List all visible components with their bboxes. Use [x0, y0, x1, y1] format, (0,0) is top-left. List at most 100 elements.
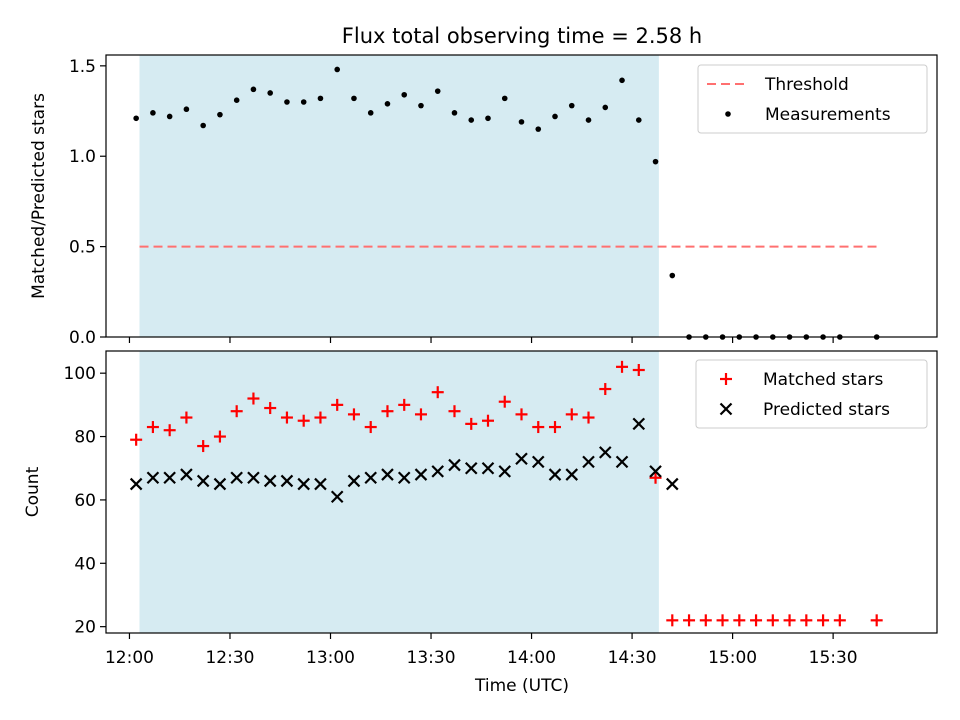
matched-star-point — [314, 411, 327, 424]
predicted-star-point — [481, 461, 495, 475]
matched-star-point — [381, 405, 394, 418]
predicted-star-point — [330, 490, 344, 504]
predicted-star-point — [263, 474, 277, 488]
measurement-point — [200, 122, 206, 129]
matched-star-point — [817, 614, 830, 627]
matched-star-point — [180, 411, 193, 424]
measurement-point — [552, 113, 558, 120]
predicted-star-point-b — [146, 471, 160, 485]
count-x-tick-label: 14:00 — [507, 648, 556, 668]
predicted-star-point-b — [297, 477, 310, 491]
matched-star-point — [146, 421, 159, 434]
matched-star-point — [532, 421, 545, 434]
predicted-star-point-b — [548, 468, 562, 481]
predicted-star-point — [615, 455, 629, 469]
count-x-tick-label: 13:30 — [407, 648, 456, 668]
matched-star-point — [448, 405, 461, 418]
ratio-axes-frame — [105, 54, 938, 338]
measurement-point — [351, 95, 357, 102]
predicted-star-point-b — [448, 458, 461, 472]
threshold-legend-label: Threshold — [764, 75, 849, 95]
predicted-star-point-b — [397, 471, 411, 485]
count-legend: Matched stars Predicted stars — [695, 359, 928, 429]
matched-star-point — [599, 383, 612, 396]
predicted-star-point — [431, 465, 445, 478]
measurement-point — [518, 119, 525, 125]
predicted-star-point-b — [498, 465, 512, 478]
matched-star-point — [649, 471, 662, 484]
ratio-y-tick-label: 1.0 — [69, 147, 96, 167]
predicted-stars-legend-label: Predicted stars — [763, 400, 890, 420]
measurement-point — [150, 110, 156, 116]
matched-star-point — [716, 614, 729, 627]
predicted-stars-legend-swatch — [719, 402, 733, 416]
predicted-star-point-b — [565, 468, 579, 481]
matched-star-point — [197, 440, 210, 453]
predicted-star-point — [180, 468, 193, 481]
predicted-star-point-b — [666, 477, 679, 491]
matched-stars-legend-label: Matched stars — [763, 370, 883, 390]
predicted-star-point — [230, 471, 243, 485]
predicted-star-point-b — [263, 474, 277, 488]
matched-star-point — [870, 614, 883, 627]
ratio-y-ticks: 0.0 0.5 1.0 1.5 — [69, 57, 106, 348]
measurement-point — [384, 101, 391, 107]
matched-star-point — [431, 386, 444, 399]
count-y-ticks: 20 40 60 80 100 — [64, 364, 106, 638]
matched-star-point — [783, 614, 796, 627]
measurements-series — [133, 66, 880, 340]
predicted-star-point — [582, 455, 595, 469]
predicted-star-point — [196, 474, 210, 488]
ratio-y-tick-label: 0.0 — [69, 328, 96, 348]
measurement-point — [485, 115, 491, 122]
predicted-star-point — [598, 446, 612, 459]
count-legend-box — [695, 359, 928, 429]
predicted-star-point-b — [649, 465, 662, 478]
count-x-ticks: 12:00 12:30 13:00 13:30 14:00 14:30 15:00 15:30 — [105, 633, 858, 668]
predicted-star-point — [632, 417, 646, 431]
predicted-star-point — [515, 452, 528, 466]
measurement-point — [334, 66, 341, 73]
predicted-star-point-b — [129, 477, 143, 491]
predicted-star-point — [146, 471, 160, 485]
predicted-star-point-b — [481, 461, 495, 475]
measurement-point — [619, 77, 625, 84]
measurement-point — [434, 88, 441, 94]
predicted-star-point — [314, 477, 327, 491]
measurement-point — [418, 102, 424, 109]
predicted-legend-marker — [719, 402, 733, 416]
count-axes-frame — [105, 350, 938, 634]
predicted-star-point — [531, 455, 545, 469]
ratio-x-ticks — [128, 337, 834, 343]
measurement-point — [401, 91, 408, 98]
measurement-point — [602, 104, 609, 111]
matched-star-point — [264, 402, 277, 415]
predicted-legend-marker-b — [719, 402, 733, 416]
count-x-tick-label: 12:00 — [105, 648, 154, 668]
matched-star-point — [549, 421, 562, 434]
count-y-tick-label: 100 — [64, 364, 96, 384]
count-y-tick-label: 80 — [74, 428, 96, 448]
measurement-point — [250, 86, 257, 93]
matched-star-point — [515, 408, 528, 421]
matched-star-point — [766, 614, 779, 627]
chart-title: Flux total observing time = 2.58 h — [342, 24, 702, 48]
matched-legend-marker — [720, 373, 732, 385]
ratio-y-tick-label: 0.5 — [69, 238, 96, 258]
measurement-point — [367, 110, 374, 116]
predicted-star-point — [297, 477, 310, 491]
matched-star-point — [683, 614, 696, 627]
matched-star-point — [565, 408, 578, 421]
predicted-star-point — [381, 468, 394, 481]
matched-star-point — [247, 392, 260, 405]
matched-star-point — [130, 433, 143, 446]
ratio-legend-box — [697, 64, 928, 134]
measurement-point — [284, 99, 290, 105]
predicted-stars-series — [129, 417, 679, 504]
matched-star-point — [498, 395, 511, 408]
predicted-star-point-b — [381, 468, 394, 481]
matched-star-point — [347, 408, 360, 421]
measurement-point — [669, 272, 676, 279]
measurement-point — [233, 97, 240, 103]
matched-star-point — [465, 417, 478, 430]
